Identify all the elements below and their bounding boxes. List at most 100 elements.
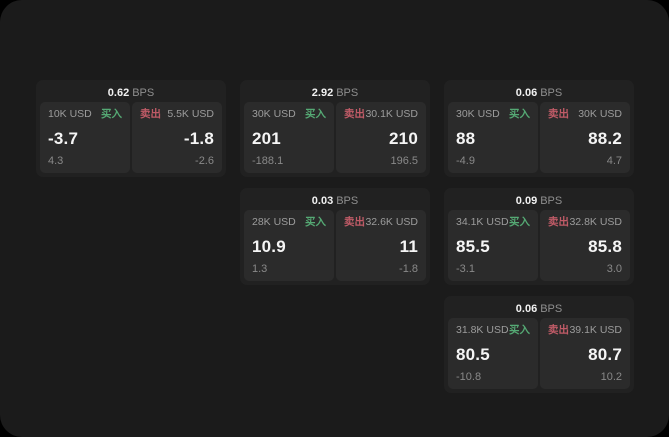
sell-sub-value: 196.5 [390, 155, 418, 167]
sell-side-label: 卖出 [548, 216, 569, 228]
card-body: 28K USD 买入 10.9 1.3 卖出 32.6K USD 11 -1.8 [244, 210, 426, 281]
quote-card: 2.92 BPS 30K USD 买入 201 -188.1 卖出 30.1K … [240, 80, 430, 177]
sell-price-tile[interactable]: 卖出 30K USD 88.2 4.7 [540, 102, 630, 173]
sell-notional-amount: 5.5K USD [167, 108, 214, 120]
bps-unit-label: BPS [132, 86, 155, 99]
sell-notional-amount: 30.1K USD [365, 108, 418, 120]
sell-sub-value: 4.7 [606, 155, 622, 167]
sell-notional-amount: 39.1K USD [569, 324, 622, 336]
buy-sub-value: -3.1 [456, 263, 475, 275]
buy-sub-value: -188.1 [252, 155, 284, 167]
sell-price-tile[interactable]: 卖出 5.5K USD -1.8 -2.6 [132, 102, 222, 173]
buy-tile-top-row: 31.8K USD 买入 [456, 324, 530, 337]
sell-price: 11 [399, 236, 418, 256]
quote-card: 0.06 BPS 30K USD 买入 88 -4.9 卖出 30K USD 8… [444, 80, 634, 177]
buy-price: 88 [456, 128, 476, 148]
buy-price: 201 [252, 128, 281, 148]
buy-sub-value: -10.8 [456, 371, 482, 383]
buy-side-label: 买入 [509, 216, 530, 228]
sell-price-tile[interactable]: 卖出 39.1K USD 80.7 10.2 [540, 318, 630, 389]
buy-price-tile[interactable]: 10K USD 买入 -3.7 4.3 [40, 102, 130, 173]
sell-price: 210 [389, 128, 418, 148]
buy-sub-value: -4.9 [456, 155, 475, 167]
card-spread-header: 0.03 BPS [244, 191, 426, 210]
bps-value: 0.06 [515, 302, 538, 315]
buy-side-label: 买入 [305, 216, 326, 228]
sell-tile-top-row: 卖出 32.8K USD [548, 216, 622, 229]
sell-side-label: 卖出 [344, 108, 365, 120]
sell-tile-top-row: 卖出 5.5K USD [140, 108, 214, 121]
card-spread-header: 0.06 BPS [448, 299, 630, 318]
quote-card: 0.62 BPS 10K USD 买入 -3.7 4.3 卖出 5.5K USD… [36, 80, 226, 177]
sell-price-tile[interactable]: 卖出 32.6K USD 11 -1.8 [336, 210, 426, 281]
card-body: 30K USD 买入 88 -4.9 卖出 30K USD 88.2 4.7 [448, 102, 630, 173]
card-body: 31.8K USD 买入 80.5 -10.8 卖出 39.1K USD 80.… [448, 318, 630, 389]
card-body: 10K USD 买入 -3.7 4.3 卖出 5.5K USD -1.8 -2.… [40, 102, 222, 173]
buy-notional-amount: 28K USD [252, 216, 296, 228]
buy-price: -3.7 [48, 128, 79, 148]
sell-price: -1.8 [183, 128, 214, 148]
buy-price-tile[interactable]: 30K USD 买入 88 -4.9 [448, 102, 538, 173]
buy-price-tile[interactable]: 28K USD 买入 10.9 1.3 [244, 210, 334, 281]
bps-unit-label: BPS [540, 194, 563, 207]
sell-sub-value: -2.6 [195, 155, 214, 167]
bps-unit-label: BPS [336, 194, 359, 207]
bps-value: 0.09 [515, 194, 538, 207]
sell-side-label: 卖出 [140, 108, 161, 120]
card-spread-header: 0.06 BPS [448, 83, 630, 102]
card-spread-header: 0.09 BPS [448, 191, 630, 210]
sell-tile-top-row: 卖出 30K USD [548, 108, 622, 121]
buy-notional-amount: 31.8K USD [456, 324, 509, 336]
bps-value: 0.06 [515, 86, 538, 99]
sell-notional-amount: 32.8K USD [569, 216, 622, 228]
sell-side-label: 卖出 [344, 216, 365, 228]
buy-notional-amount: 30K USD [456, 108, 500, 120]
buy-tile-top-row: 28K USD 买入 [252, 216, 326, 229]
buy-sub-value: 1.3 [252, 263, 268, 275]
buy-notional-amount: 10K USD [48, 108, 92, 120]
buy-sub-value: 4.3 [48, 155, 64, 167]
bps-unit-label: BPS [540, 302, 563, 315]
card-body: 30K USD 买入 201 -188.1 卖出 30.1K USD 210 1… [244, 102, 426, 173]
buy-side-label: 买入 [305, 108, 326, 120]
sell-sub-value: -1.8 [399, 263, 418, 275]
bps-value: 2.92 [311, 86, 334, 99]
sell-sub-value: 3.0 [606, 263, 622, 275]
quote-card: 0.03 BPS 28K USD 买入 10.9 1.3 卖出 32.6K US… [240, 188, 430, 285]
card-body: 34.1K USD 买入 85.5 -3.1 卖出 32.8K USD 85.8… [448, 210, 630, 281]
bps-unit-label: BPS [336, 86, 359, 99]
buy-price-tile[interactable]: 31.8K USD 买入 80.5 -10.8 [448, 318, 538, 389]
bps-value: 0.62 [107, 86, 130, 99]
sell-price: 85.8 [588, 236, 622, 256]
sell-sub-value: 10.2 [600, 371, 622, 383]
sell-price: 88.2 [588, 128, 622, 148]
sell-tile-top-row: 卖出 32.6K USD [344, 216, 418, 229]
sell-price-tile[interactable]: 卖出 32.8K USD 85.8 3.0 [540, 210, 630, 281]
sell-notional-amount: 30K USD [578, 108, 622, 120]
sell-notional-amount: 32.6K USD [365, 216, 418, 228]
sell-tile-top-row: 卖出 30.1K USD [344, 108, 418, 121]
buy-side-label: 买入 [509, 324, 530, 336]
buy-tile-top-row: 30K USD 买入 [252, 108, 326, 121]
sell-price-tile[interactable]: 卖出 30.1K USD 210 196.5 [336, 102, 426, 173]
buy-notional-amount: 34.1K USD [456, 216, 509, 228]
sell-side-label: 卖出 [548, 108, 569, 120]
buy-price-tile[interactable]: 30K USD 买入 201 -188.1 [244, 102, 334, 173]
sell-price: 80.7 [588, 344, 622, 364]
buy-tile-top-row: 10K USD 买入 [48, 108, 122, 121]
buy-notional-amount: 30K USD [252, 108, 296, 120]
buy-side-label: 买入 [509, 108, 530, 120]
buy-side-label: 买入 [101, 108, 122, 120]
sell-side-label: 卖出 [548, 324, 569, 336]
buy-price: 80.5 [456, 344, 490, 364]
card-spread-header: 2.92 BPS [244, 83, 426, 102]
buy-price: 10.9 [252, 236, 286, 256]
buy-tile-top-row: 34.1K USD 买入 [456, 216, 530, 229]
quote-card: 0.06 BPS 31.8K USD 买入 80.5 -10.8 卖出 39.1… [444, 296, 634, 393]
buy-tile-top-row: 30K USD 买入 [456, 108, 530, 121]
quote-card: 0.09 BPS 34.1K USD 买入 85.5 -3.1 卖出 32.8K… [444, 188, 634, 285]
buy-price: 85.5 [456, 236, 490, 256]
bps-unit-label: BPS [540, 86, 563, 99]
card-spread-header: 0.62 BPS [40, 83, 222, 102]
buy-price-tile[interactable]: 34.1K USD 买入 85.5 -3.1 [448, 210, 538, 281]
